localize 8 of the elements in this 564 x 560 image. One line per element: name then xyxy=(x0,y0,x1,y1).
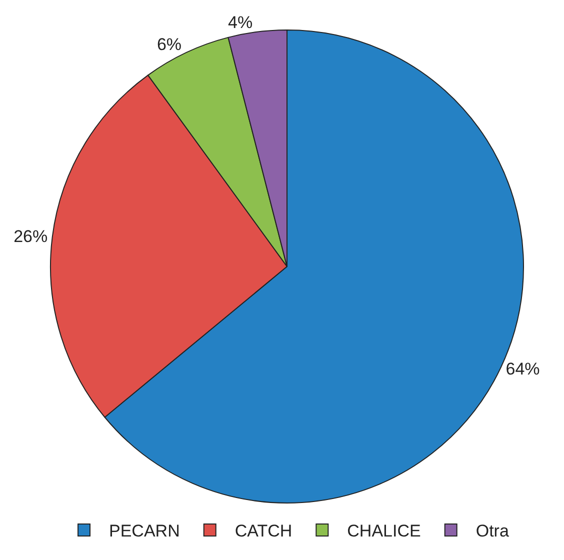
legend-label: CATCH xyxy=(234,522,292,541)
data-label: 64% xyxy=(506,359,540,378)
legend-label: Otra xyxy=(476,522,510,541)
data-label: 26% xyxy=(14,227,48,246)
legend-label: CHALICE xyxy=(347,522,421,541)
data-label: 6% xyxy=(156,35,182,54)
data-label: 4% xyxy=(228,13,253,32)
legend-label: PECARN xyxy=(109,522,180,541)
